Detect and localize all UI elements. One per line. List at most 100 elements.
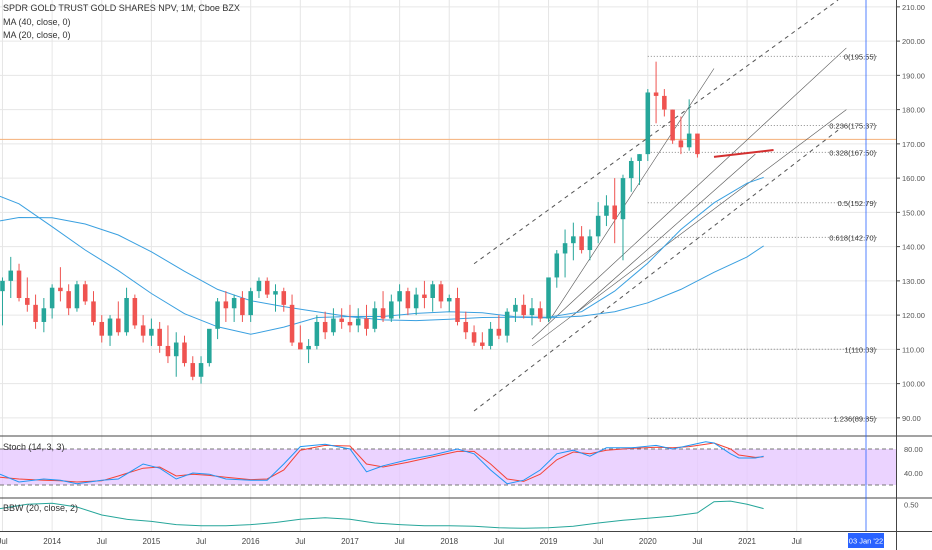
candle — [240, 291, 245, 322]
candle-body — [0, 280, 5, 292]
candle — [58, 267, 63, 302]
bbw-line — [0, 500, 764, 529]
x-tick-label: Jul — [593, 537, 603, 546]
candle — [521, 294, 526, 319]
candle — [471, 325, 477, 346]
channel-line — [531, 109, 847, 347]
candle — [157, 321, 162, 353]
y-tick-label: 140.00 — [902, 243, 925, 252]
fib-labels: 0(195.55) 0.236(175.37) 0.328(167.50) 0.5(1… — [829, 52, 876, 423]
candle — [653, 61, 659, 124]
candle-body — [389, 301, 394, 319]
x-tick-label: Jul — [196, 537, 206, 546]
candle — [604, 195, 609, 227]
candle — [165, 325, 171, 364]
candle-body — [107, 318, 113, 336]
candle — [686, 99, 692, 151]
ma40-line — [0, 216, 764, 322]
candle — [198, 356, 204, 384]
fib-level-label: 0.236(175.37) — [829, 121, 876, 130]
candle — [33, 294, 38, 329]
candle — [107, 315, 113, 346]
candle — [562, 229, 568, 278]
candle — [231, 294, 237, 322]
candle — [446, 294, 452, 312]
candle-body — [298, 342, 303, 350]
candle-body — [99, 321, 105, 336]
candle-body — [554, 253, 560, 278]
candle-body — [380, 308, 386, 319]
candle-body — [215, 301, 220, 329]
candle — [405, 287, 411, 316]
bbw-line — [0, 500, 764, 529]
candle-body — [397, 291, 402, 302]
candle-body — [364, 318, 369, 329]
candle-body — [231, 297, 237, 309]
candle-body — [628, 160, 634, 179]
candle-body — [190, 363, 196, 377]
candle — [438, 280, 444, 309]
x-tick-label: Jul — [97, 537, 107, 546]
candle — [207, 328, 212, 367]
candle — [579, 226, 584, 254]
candle-body — [620, 178, 626, 220]
legend-stoch[interactable]: Stoch (14, 3, 3) — [3, 442, 65, 452]
candle-body — [331, 318, 336, 333]
candle-body — [149, 328, 154, 336]
channel-line — [473, 0, 839, 265]
x-tick-label: 2014 — [43, 537, 61, 546]
candle — [347, 304, 353, 333]
candle-body — [670, 109, 675, 141]
stoch-band-fill — [0, 449, 896, 485]
y-tick-label: 190.00 — [902, 71, 925, 80]
x-tick-label: 2018 — [440, 537, 458, 546]
candle-body — [289, 304, 295, 343]
candle-body — [662, 95, 667, 110]
legend-ma40[interactable]: MA (40, close, 0) — [3, 17, 71, 27]
candle — [488, 321, 493, 350]
x-tick-label: 2020 — [639, 537, 657, 546]
candle-body — [16, 270, 22, 298]
fib-level-label: 0.5(152.79) — [838, 199, 877, 208]
candle — [264, 277, 270, 298]
channel-line — [531, 47, 847, 340]
legend-bbw[interactable]: BBW (20, close, 2) — [3, 503, 79, 513]
legend-ma20[interactable]: MA (20, close, 0) — [3, 30, 71, 40]
x-tick-label: Jul — [0, 537, 8, 546]
stoch-tick-label: 40.00 — [904, 469, 923, 478]
y-tick-label: 120.00 — [902, 311, 925, 320]
candle-body — [8, 270, 14, 281]
candle — [430, 280, 435, 312]
candle-body — [198, 363, 204, 377]
candle-body — [571, 236, 576, 244]
candle — [620, 174, 626, 261]
stoch-tick-label: 80.00 — [904, 445, 923, 454]
candle — [422, 280, 427, 309]
candle-body — [455, 297, 460, 322]
stoch-d-line — [0, 442, 764, 483]
channel-line — [473, 129, 839, 412]
candle-body — [91, 301, 96, 322]
grid-lines — [0, 0, 896, 531]
candle-body — [58, 287, 63, 292]
x-tick-label: Jul — [792, 537, 802, 546]
candle — [298, 325, 303, 350]
candle-body — [587, 236, 593, 251]
candle-body — [116, 318, 121, 333]
candle-body — [132, 297, 138, 326]
candle — [480, 332, 485, 350]
x-tick-label: 2021 — [738, 537, 756, 546]
candle — [463, 311, 469, 340]
x-tick-label: Jul — [692, 537, 702, 546]
x-tick-label: 2016 — [242, 537, 260, 546]
candle — [678, 116, 684, 155]
candle — [149, 318, 154, 346]
y-tick-label: 210.00 — [902, 3, 925, 12]
candle-body — [273, 291, 278, 295]
candle-body — [521, 304, 526, 316]
candle — [628, 157, 634, 192]
stoch-lines — [0, 441, 764, 485]
candle-body — [422, 294, 427, 298]
x-tick-label: Jul — [394, 537, 404, 546]
candle — [322, 311, 328, 340]
